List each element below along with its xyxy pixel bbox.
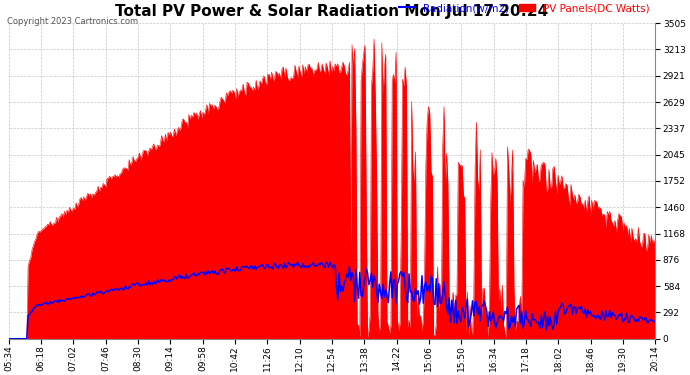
Title: Total PV Power & Solar Radiation Mon Jul 17 20:24: Total PV Power & Solar Radiation Mon Jul… (115, 4, 549, 19)
Legend: Radiation(w/m2), PV Panels(DC Watts): Radiation(w/m2), PV Panels(DC Watts) (399, 3, 650, 13)
Text: Copyright 2023 Cartronics.com: Copyright 2023 Cartronics.com (7, 17, 138, 26)
